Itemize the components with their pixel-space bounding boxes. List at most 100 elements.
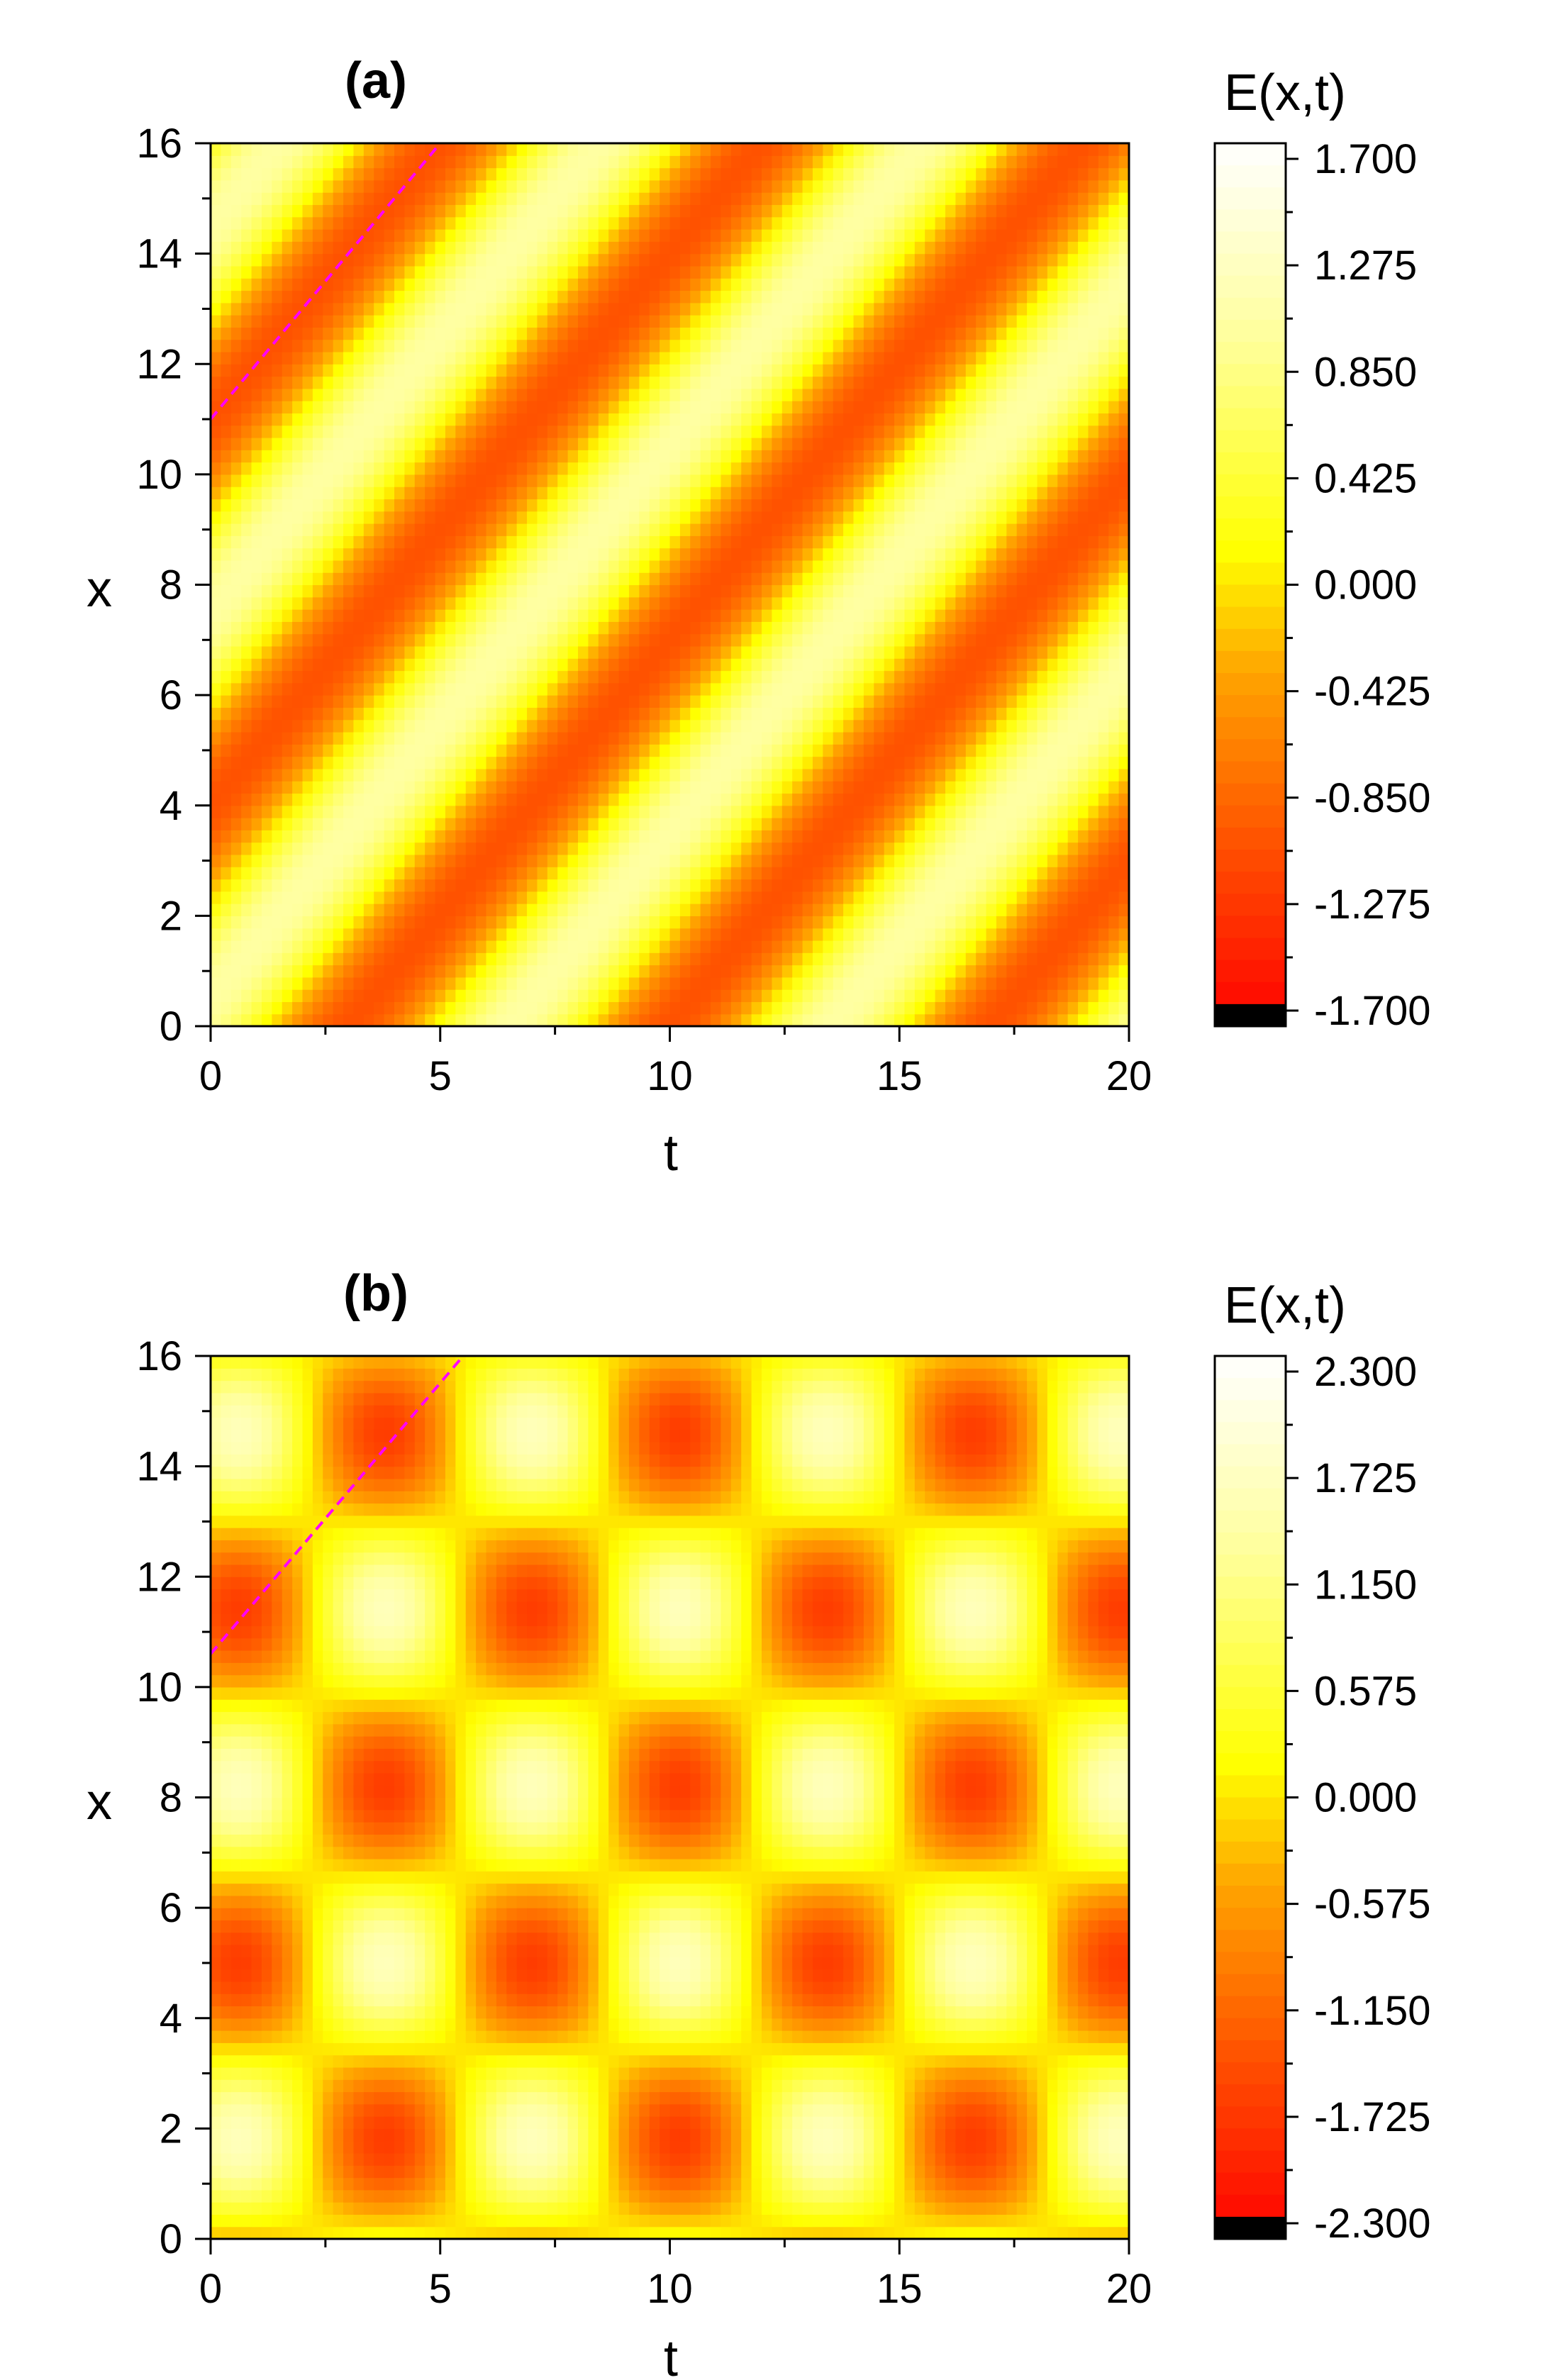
heatmap-cell: [394, 278, 405, 291]
heatmap-cell: [853, 265, 864, 279]
heatmap-cell: [751, 327, 762, 340]
heatmap-cell: [628, 658, 640, 672]
heatmap-cell: [496, 290, 507, 304]
heatmap-cell: [506, 707, 518, 721]
heatmap-cell: [679, 388, 691, 401]
heatmap-cell: [476, 964, 487, 978]
heatmap-cell: [721, 977, 732, 990]
heatmap-cell: [445, 756, 456, 769]
heatmap-cell: [649, 388, 660, 401]
heatmap-cell: [567, 1001, 579, 1015]
heatmap-cell: [221, 719, 232, 733]
heatmap-cell: [455, 450, 467, 463]
heatmap-cell: [802, 388, 813, 401]
heatmap-cell: [639, 781, 650, 794]
heatmap-cell: [588, 339, 599, 352]
heatmap-cell: [843, 302, 855, 316]
heatmap-cell: [292, 523, 304, 536]
heatmap-cell: [486, 290, 497, 304]
heatmap-cell: [721, 572, 732, 586]
heatmap-cell: [772, 535, 783, 549]
heatmap-cell: [730, 756, 742, 769]
heatmap-cell: [323, 327, 334, 340]
heatmap-cell: [628, 290, 640, 304]
heatmap-cell: [679, 327, 691, 340]
heatmap-cell: [221, 891, 232, 904]
heatmap-cell: [649, 401, 660, 414]
heatmap-cell: [894, 167, 906, 181]
heatmap-cell: [833, 535, 844, 549]
heatmap-cell: [802, 438, 813, 450]
heatmap-cell: [700, 964, 711, 978]
heatmap-cell: [557, 977, 569, 990]
heatmap-cell: [272, 167, 283, 181]
heatmap-cell: [762, 964, 772, 978]
heatmap-cell: [496, 511, 507, 524]
heatmap-cell: [476, 229, 487, 242]
heatmap-cell: [251, 768, 262, 782]
heatmap-cell: [711, 253, 722, 267]
heatmap-cell: [221, 523, 232, 536]
heatmap-cell: [863, 315, 874, 328]
heatmap-cell: [272, 903, 283, 916]
heatmap-cell: [863, 241, 874, 255]
heatmap-cell: [272, 879, 283, 892]
heatmap-cell: [598, 315, 609, 328]
heatmap-cell: [230, 192, 242, 206]
heatmap-cell: [323, 977, 334, 990]
heatmap-cell: [700, 781, 711, 794]
heatmap-cell: [465, 511, 477, 524]
heatmap-cell: [394, 253, 405, 267]
heatmap-cell: [567, 143, 579, 156]
heatmap-cell: [660, 167, 671, 181]
heatmap-cell: [721, 216, 732, 230]
heatmap-cell: [506, 989, 518, 1003]
heatmap-cell: [588, 633, 599, 647]
heatmap-cell: [679, 155, 691, 169]
heatmap-cell: [547, 756, 558, 769]
heatmap-cell: [363, 167, 374, 181]
heatmap-cell: [537, 499, 548, 512]
heatmap-cell: [476, 560, 487, 573]
heatmap-cell: [374, 438, 385, 450]
heatmap-cell: [241, 474, 252, 487]
heatmap-cell: [302, 609, 313, 622]
heatmap-cell: [404, 351, 416, 365]
heatmap-cell: [404, 695, 416, 708]
heatmap-cell: [772, 719, 783, 733]
heatmap-cell: [557, 916, 569, 929]
heatmap-cell: [690, 315, 701, 328]
heatmap-cell: [884, 781, 895, 794]
heatmap-cell: [639, 854, 650, 867]
heatmap-cell: [414, 1001, 425, 1015]
heatmap-cell: [312, 695, 323, 708]
heatmap-cell: [537, 486, 548, 500]
heatmap-cell: [567, 952, 579, 966]
heatmap-cell: [547, 179, 558, 193]
heatmap-cell: [660, 768, 671, 782]
heatmap-cell: [700, 830, 711, 843]
heatmap-cell: [884, 719, 895, 733]
heatmap-cell: [843, 609, 855, 622]
heatmap-cell: [251, 1001, 262, 1015]
heatmap-cell: [598, 879, 609, 892]
heatmap-cell: [649, 351, 660, 365]
heatmap-cell: [363, 928, 374, 941]
heatmap-cell: [476, 179, 487, 193]
heatmap-cell: [690, 744, 701, 757]
heatmap-cell: [292, 903, 304, 916]
heatmap-cell: [669, 854, 681, 867]
heatmap-cell: [353, 732, 365, 745]
heatmap-cell: [435, 327, 446, 340]
heatmap-cell: [516, 621, 528, 635]
heatmap-cell: [261, 253, 272, 267]
heatmap-cell: [669, 229, 681, 242]
heatmap-cell: [282, 818, 293, 830]
heatmap-cell: [445, 278, 456, 291]
heatmap-cell: [721, 450, 732, 463]
heatmap-cell: [700, 438, 711, 450]
heatmap-cell: [241, 364, 252, 377]
heatmap-cell: [833, 462, 844, 475]
heatmap-cell: [343, 216, 355, 230]
heatmap-cell: [506, 830, 518, 843]
